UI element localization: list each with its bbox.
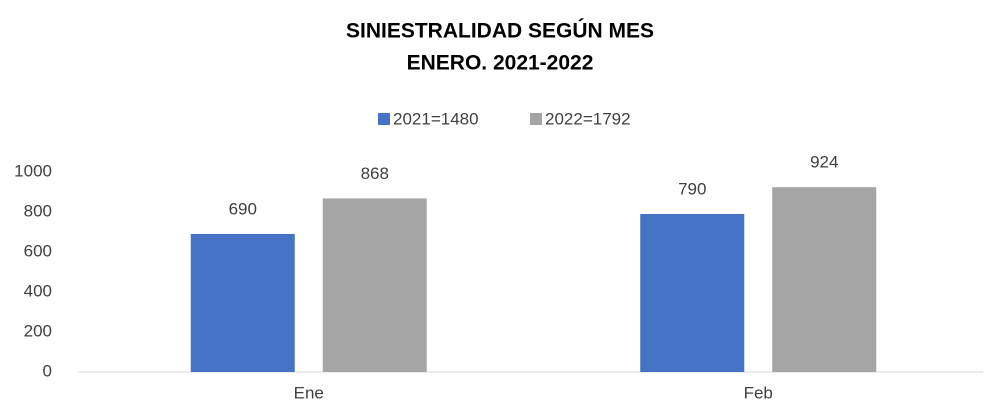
chart-subtitle: ENERO. 2021-2022 xyxy=(407,52,594,75)
x-tick-label: Feb xyxy=(744,383,773,402)
y-tick-label: 200 xyxy=(24,321,52,340)
y-tick-label: 1000 xyxy=(14,161,52,180)
data-label: 924 xyxy=(810,153,838,172)
bar xyxy=(322,198,427,372)
y-tick-label: 0 xyxy=(43,361,52,380)
legend-label: 2021=1480 xyxy=(393,109,479,128)
legend-swatch xyxy=(378,113,390,125)
x-tick-label: Ene xyxy=(294,383,324,402)
data-label: 868 xyxy=(361,164,389,183)
bar xyxy=(190,234,295,372)
y-tick-label: 800 xyxy=(24,201,52,220)
legend-label: 2022=1792 xyxy=(545,109,631,128)
chart-title: SINIESTRALIDAD SEGÚN MES xyxy=(346,19,654,43)
bar xyxy=(772,187,877,372)
data-label: 690 xyxy=(229,199,257,218)
data-label: 790 xyxy=(678,179,706,198)
bar xyxy=(640,214,745,372)
legend-swatch xyxy=(530,113,542,125)
y-tick-label: 600 xyxy=(24,241,52,260)
y-tick-label: 400 xyxy=(24,281,52,300)
